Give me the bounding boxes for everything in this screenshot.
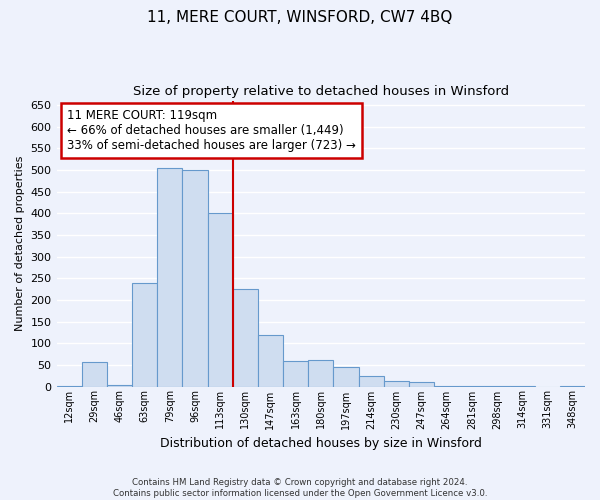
Bar	[82, 362, 107, 386]
Bar	[233, 289, 258, 386]
Bar	[283, 360, 308, 386]
Bar	[383, 382, 409, 386]
Text: Contains HM Land Registry data © Crown copyright and database right 2024.
Contai: Contains HM Land Registry data © Crown c…	[113, 478, 487, 498]
Bar	[208, 213, 233, 386]
Text: 11, MERE COURT, WINSFORD, CW7 4BQ: 11, MERE COURT, WINSFORD, CW7 4BQ	[148, 10, 452, 25]
Bar	[157, 168, 182, 386]
Bar	[409, 382, 434, 386]
Y-axis label: Number of detached properties: Number of detached properties	[15, 156, 25, 331]
Bar	[359, 376, 383, 386]
Bar	[182, 170, 208, 386]
Bar	[132, 284, 157, 387]
Title: Size of property relative to detached houses in Winsford: Size of property relative to detached ho…	[133, 85, 509, 98]
Text: 11 MERE COURT: 119sqm
← 66% of detached houses are smaller (1,449)
33% of semi-d: 11 MERE COURT: 119sqm ← 66% of detached …	[67, 109, 356, 152]
Bar	[107, 385, 132, 386]
X-axis label: Distribution of detached houses by size in Winsford: Distribution of detached houses by size …	[160, 437, 482, 450]
Bar	[334, 367, 359, 386]
Bar	[258, 334, 283, 386]
Bar	[308, 360, 334, 386]
